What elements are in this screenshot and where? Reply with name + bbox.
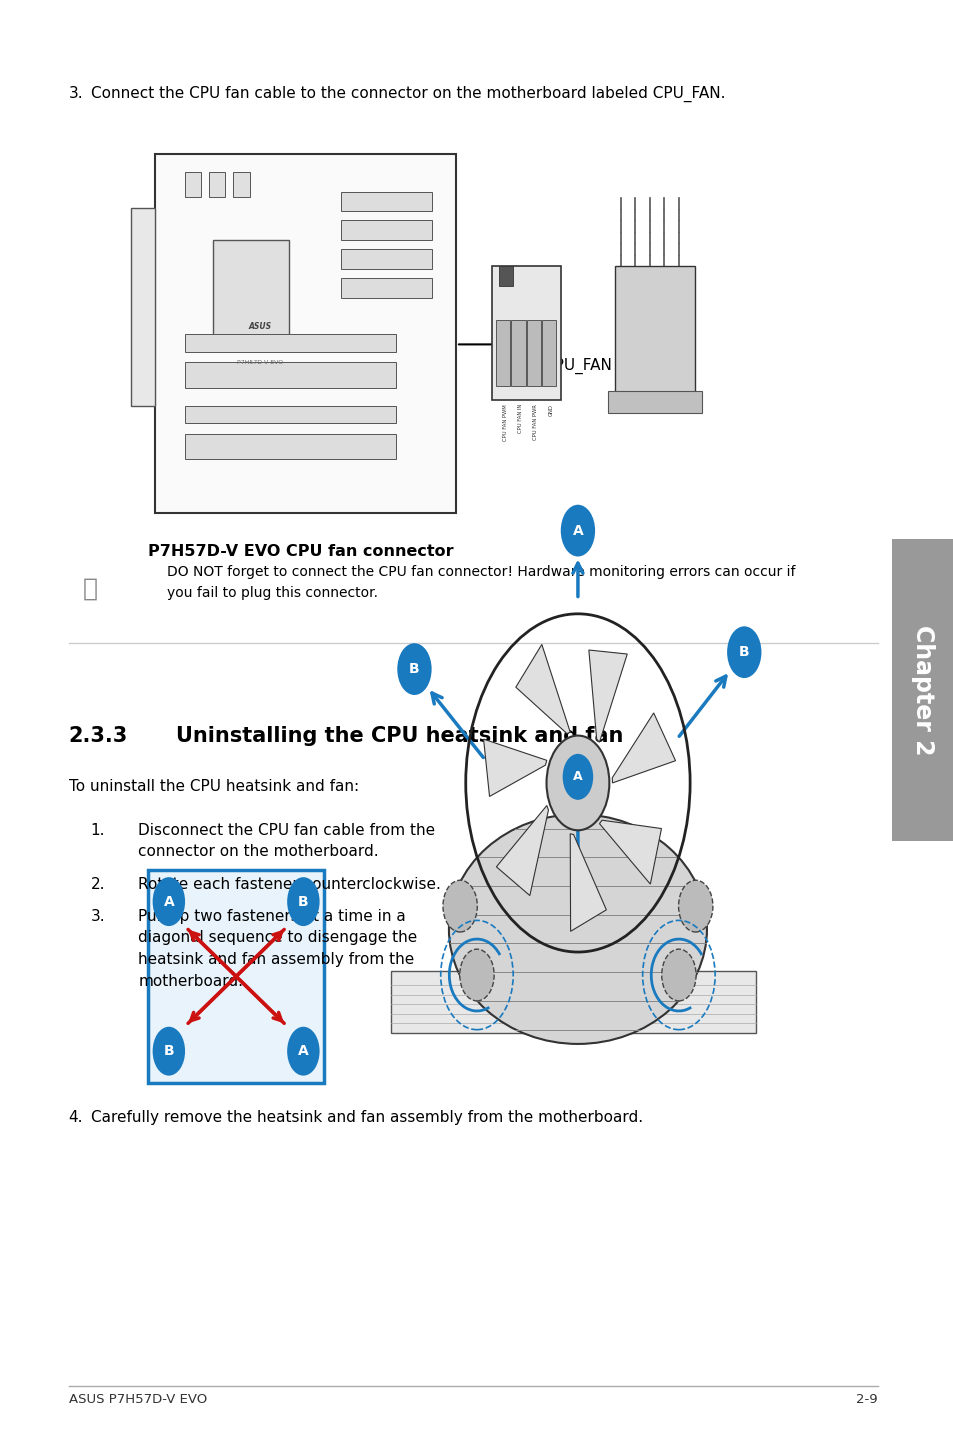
Text: 4.: 4. — [69, 1110, 83, 1125]
Circle shape — [678, 880, 712, 932]
Text: ASUS P7H57D-V EVO: ASUS P7H57D-V EVO — [69, 1393, 207, 1406]
Polygon shape — [570, 834, 606, 932]
Circle shape — [546, 736, 609, 830]
Text: A: A — [297, 1044, 309, 1058]
Bar — [541, 319, 556, 387]
Circle shape — [287, 877, 319, 926]
Text: 1.: 1. — [91, 823, 105, 837]
Text: Carefully remove the heatsink and fan assembly from the motherboard.: Carefully remove the heatsink and fan as… — [91, 1110, 642, 1125]
Circle shape — [661, 949, 696, 1001]
Polygon shape — [496, 805, 548, 896]
Polygon shape — [598, 820, 660, 884]
Text: CPU_FAN: CPU_FAN — [543, 358, 611, 374]
Text: P7H57D-V EVO: P7H57D-V EVO — [236, 360, 283, 365]
Text: DO NOT forget to connect the CPU fan connector! Hardware monitoring errors can o: DO NOT forget to connect the CPU fan con… — [167, 565, 795, 600]
Bar — [185, 434, 395, 460]
Circle shape — [152, 877, 185, 926]
Text: Pull up two fasteners at a time in a
diagonal sequence to disengage the
heatsink: Pull up two fasteners at a time in a dia… — [138, 909, 417, 988]
Text: A: A — [573, 771, 582, 784]
Bar — [341, 278, 432, 298]
Bar — [498, 266, 513, 286]
Bar — [341, 249, 432, 269]
Text: 2.: 2. — [91, 877, 105, 892]
Polygon shape — [483, 739, 546, 797]
Bar — [615, 266, 694, 395]
Text: Rotate each fastener counterclockwise.: Rotate each fastener counterclockwise. — [138, 877, 440, 892]
Bar — [391, 971, 755, 1034]
Text: ASUS: ASUS — [248, 322, 272, 331]
Bar — [607, 391, 701, 413]
Bar — [185, 334, 395, 351]
Text: Connect the CPU fan cable to the connector on the motherboard labeled CPU_FAN.: Connect the CPU fan cable to the connect… — [91, 86, 724, 102]
Circle shape — [287, 1027, 319, 1076]
Polygon shape — [588, 650, 627, 742]
Circle shape — [560, 505, 595, 557]
Text: B: B — [409, 661, 419, 676]
Text: A: A — [163, 894, 174, 909]
Bar — [233, 173, 250, 197]
Bar — [511, 319, 525, 387]
Bar — [496, 319, 510, 387]
Text: B: B — [297, 894, 309, 909]
Circle shape — [442, 880, 476, 932]
Text: Chapter 2: Chapter 2 — [910, 626, 934, 755]
Bar — [185, 361, 395, 387]
Polygon shape — [516, 644, 570, 733]
Text: 2-9: 2-9 — [855, 1393, 877, 1406]
Text: Uninstalling the CPU heatsink and fan: Uninstalling the CPU heatsink and fan — [176, 726, 623, 746]
Bar — [341, 191, 432, 211]
Bar — [492, 266, 560, 400]
Text: CPU FAN PWR: CPU FAN PWR — [533, 404, 537, 440]
Text: 3.: 3. — [69, 86, 83, 101]
Bar — [209, 173, 225, 197]
Bar — [154, 154, 456, 513]
Circle shape — [396, 643, 431, 695]
Circle shape — [459, 949, 494, 1001]
Bar — [185, 173, 201, 197]
Text: GND: GND — [548, 404, 553, 416]
Bar — [341, 220, 432, 240]
Bar — [213, 240, 289, 341]
Bar — [891, 539, 953, 841]
Text: To uninstall the CPU heatsink and fan:: To uninstall the CPU heatsink and fan: — [69, 779, 358, 794]
Polygon shape — [612, 713, 675, 782]
Ellipse shape — [449, 814, 706, 1044]
Bar — [148, 870, 324, 1083]
Text: 3.: 3. — [91, 909, 105, 923]
Circle shape — [562, 754, 593, 800]
Text: Disconnect the CPU fan cable from the
connector on the motherboard.: Disconnect the CPU fan cable from the co… — [138, 823, 435, 858]
Bar — [131, 209, 154, 406]
Bar — [185, 406, 395, 423]
Circle shape — [152, 1027, 185, 1076]
Text: 2.3.3: 2.3.3 — [69, 726, 128, 746]
Text: CPU FAN IN: CPU FAN IN — [517, 404, 522, 433]
Text: P7H57D-V EVO CPU fan connector: P7H57D-V EVO CPU fan connector — [148, 544, 453, 558]
Text: 🖐: 🖐 — [83, 577, 98, 601]
Text: A: A — [572, 523, 582, 538]
Text: B: B — [739, 646, 749, 659]
Text: CPU FAN PWM: CPU FAN PWM — [502, 404, 507, 441]
Bar — [526, 319, 540, 387]
Circle shape — [726, 627, 760, 679]
Text: B: B — [163, 1044, 174, 1058]
